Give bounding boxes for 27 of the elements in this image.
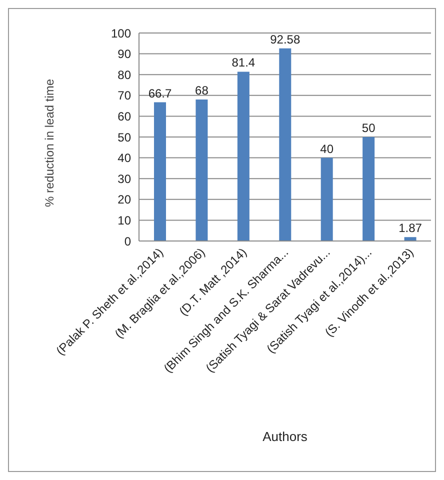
- y-axis-title: % reduction in lead time: [42, 78, 56, 207]
- bar: [154, 102, 166, 241]
- y-tick-label: 30: [118, 172, 132, 186]
- bar: [404, 237, 416, 241]
- y-tick-label: 70: [118, 88, 132, 103]
- bar: [196, 100, 208, 241]
- y-tick-label: 40: [118, 151, 132, 166]
- data-label: 40: [320, 142, 334, 156]
- y-tick-label: 20: [118, 192, 132, 207]
- data-label: 92.58: [270, 32, 300, 46]
- bar: [320, 158, 333, 241]
- data-label: 50: [362, 121, 376, 135]
- y-tick-label: 50: [118, 130, 132, 144]
- data-label: 1.87: [398, 221, 422, 236]
- x-axis-title: Authors: [262, 429, 308, 444]
- data-label: 66.7: [148, 86, 172, 100]
- bar: [279, 48, 292, 241]
- y-tick-label: 90: [118, 47, 132, 62]
- bar: [362, 137, 375, 241]
- bar: [237, 72, 250, 241]
- y-tick-label: 80: [118, 68, 132, 82]
- data-label: 68: [195, 84, 209, 98]
- data-label: 81.4: [232, 56, 256, 70]
- y-tick-label: 10: [118, 213, 132, 228]
- y-tick-label: 0: [124, 234, 132, 248]
- y-tick-label: 60: [118, 109, 132, 124]
- y-tick-label: 100: [110, 26, 132, 40]
